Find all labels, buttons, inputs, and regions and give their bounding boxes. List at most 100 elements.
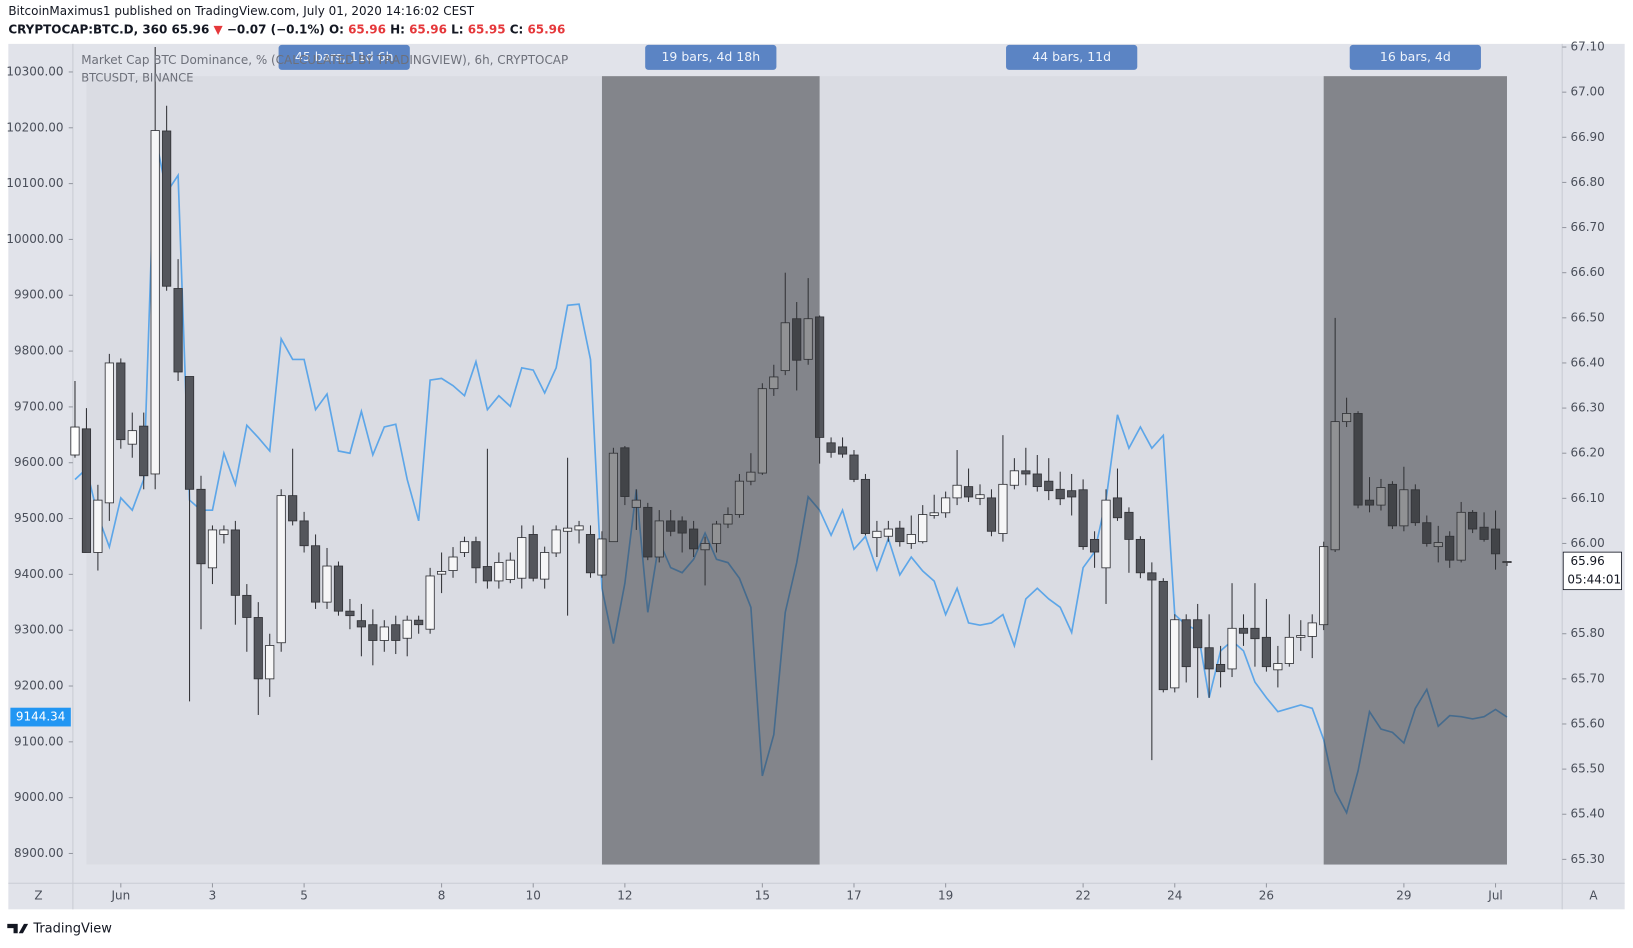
candle-body — [986, 497, 997, 532]
quote-item: 65.96 — [348, 22, 386, 36]
y-tick-label: 9100.00 — [14, 734, 64, 748]
quote-item: −0.07 (−0.1%) — [227, 22, 325, 36]
y-tick-label: 10200.00 — [6, 120, 63, 134]
candle-body — [975, 494, 985, 499]
candle-body — [906, 534, 916, 544]
candle-body — [391, 624, 401, 641]
y2-tick-label: 65.40 — [1571, 807, 1605, 821]
candle-body — [242, 594, 252, 618]
quote-item: O: — [329, 22, 344, 36]
range-label: 16 bars, 4d — [1380, 49, 1451, 64]
candle-body — [1250, 627, 1260, 640]
date-range — [1323, 76, 1507, 865]
quote-item: H: — [390, 22, 405, 36]
candle-body — [414, 619, 424, 626]
candle-body — [1261, 636, 1271, 668]
a-button[interactable]: A — [1589, 888, 1598, 902]
candle-body — [941, 497, 951, 514]
candle-body — [116, 362, 126, 441]
x-tick-label: 8 — [438, 888, 446, 902]
candle-body — [895, 527, 905, 543]
y-tick-label: 9200.00 — [14, 679, 64, 693]
candle-body — [528, 534, 538, 579]
candle-body — [448, 556, 458, 571]
candle-body — [963, 486, 974, 498]
y2-tick-label: 65.60 — [1571, 716, 1605, 730]
y2-tick-label: 66.50 — [1571, 310, 1605, 324]
candle-body — [1135, 538, 1145, 574]
y-tick-label: 8900.00 — [14, 846, 64, 860]
y2-tick-label: 66.20 — [1571, 446, 1605, 460]
candle-body — [356, 620, 366, 628]
candle-body — [173, 288, 183, 373]
quote-item: 65.96 — [171, 22, 209, 36]
candle-body — [1124, 511, 1134, 540]
y-tick-label: 9300.00 — [14, 623, 64, 637]
x-tick-label: 5 — [300, 888, 308, 902]
x-tick-label: 26 — [1259, 888, 1274, 902]
candle-body — [150, 130, 160, 475]
quote-item: 65.96 — [409, 22, 447, 36]
candle-body — [517, 537, 527, 579]
candle-body — [1273, 663, 1283, 671]
candle-body — [998, 483, 1008, 534]
candle-body — [459, 541, 470, 553]
x-tick-label: 22 — [1075, 888, 1090, 902]
quote-line: CRYPTOCAP:BTC.D, 360 65.96 ▼ −0.07 (−0.1%) O… — [8, 22, 565, 36]
y2-tick-label: 66.80 — [1571, 175, 1605, 189]
candle-body — [1284, 636, 1294, 664]
candle-body — [471, 541, 481, 569]
candle-body — [81, 428, 92, 553]
y2-tick-label: 66.90 — [1571, 130, 1605, 144]
candle-body — [345, 610, 355, 617]
candle-body — [1147, 572, 1157, 581]
candle-body — [310, 545, 321, 603]
range-label: 19 bars, 4d 18h — [661, 49, 760, 64]
candle-body — [574, 525, 584, 531]
candle-body — [1238, 627, 1249, 634]
candle-body — [505, 559, 515, 580]
candle-body — [563, 527, 573, 532]
countdown-label: 05:44:01 — [1567, 573, 1621, 587]
candle-body — [93, 499, 103, 553]
candle-body — [196, 488, 206, 565]
candle-body — [333, 565, 344, 612]
candle-body — [104, 362, 114, 504]
candle-body — [1044, 480, 1054, 492]
candle-body — [1227, 627, 1237, 670]
y-tick-label: 9400.00 — [14, 567, 64, 581]
quote-item: L: — [451, 22, 463, 36]
candle-body — [368, 624, 378, 641]
candle-body — [1067, 490, 1077, 498]
date-range — [601, 76, 820, 865]
candle-body — [1181, 619, 1191, 668]
candle-body — [1307, 622, 1317, 637]
published: BitcoinMaximus1 published on TradingView… — [8, 4, 474, 18]
y2-tick-label: 65.50 — [1571, 762, 1605, 776]
candle-body — [219, 529, 229, 535]
candle-body — [494, 562, 504, 582]
candle-body — [70, 426, 80, 456]
quote-item: 65.96 — [527, 22, 565, 36]
y2-tick-label: 66.60 — [1571, 265, 1605, 279]
range-pill — [278, 44, 410, 70]
candle-body — [265, 645, 275, 680]
candle-body — [425, 575, 435, 630]
candle-body — [482, 566, 492, 582]
brand-logo — [7, 923, 29, 934]
y2-tick-label: 66.00 — [1571, 536, 1605, 550]
z-button[interactable]: Z — [34, 888, 42, 902]
y2-tick-label: 66.30 — [1571, 401, 1605, 415]
candle-body — [585, 534, 596, 574]
candle-body — [826, 442, 836, 453]
candle-body — [436, 571, 447, 575]
y-tick-label: 9600.00 — [14, 455, 64, 469]
y-tick-label: 10100.00 — [6, 176, 63, 190]
x-tick-label: 24 — [1167, 888, 1182, 902]
current-price-label: 65.96 — [1571, 554, 1605, 568]
x-tick-label: Jun — [110, 888, 130, 902]
candle-body — [883, 528, 893, 537]
quote-item: C: — [510, 22, 524, 36]
range-pill — [645, 44, 777, 70]
